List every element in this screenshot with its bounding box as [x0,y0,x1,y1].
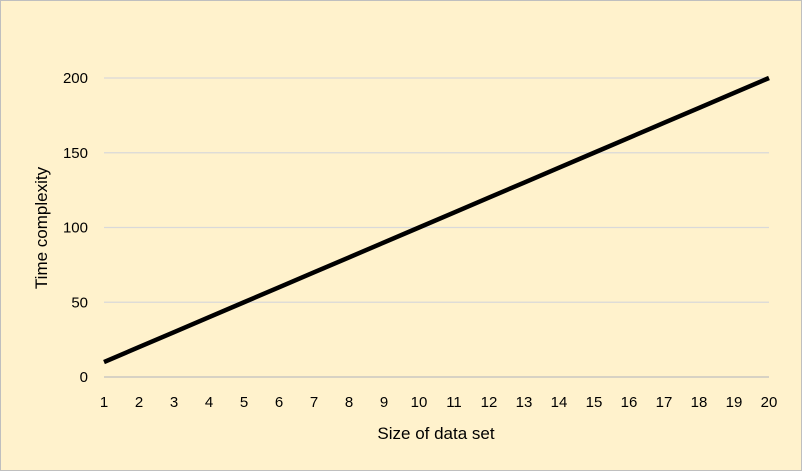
x-tick-label: 7 [310,394,318,411]
x-tick-label: 13 [516,394,533,411]
x-tick-label: 18 [691,394,708,411]
x-tick-label: 4 [205,394,213,411]
y-axis-title: Time complexity [32,166,51,289]
x-tick-label: 2 [135,394,143,411]
x-tick-label: 5 [240,394,248,411]
x-tick-label: 20 [761,394,778,411]
x-tick-labels: 1 2 3 4 5 6 7 8 9 10 11 12 13 14 15 16 17 18 19 20 [100,394,778,411]
x-tick-label: 17 [656,394,673,411]
y-tick-labels: 0 50 100 150 200 [63,70,88,386]
y-tick-label: 200 [63,70,88,87]
y-tick-label: 0 [80,369,88,386]
y-tick-label: 100 [63,220,88,237]
x-tick-label: 6 [275,394,283,411]
y-tick-label: 50 [71,294,88,311]
x-tick-label: 9 [380,394,388,411]
series [103,75,770,365]
x-tick-label: 19 [726,394,743,411]
gridlines [104,77,769,303]
x-tick-label: 14 [551,394,568,411]
x-tick-label: 1 [100,394,108,411]
x-tick-label: 8 [345,394,353,411]
series-line [103,75,770,365]
x-axis-title: Size of data set [377,424,494,443]
x-tick-label: 16 [621,394,638,411]
x-tick-label: 3 [170,394,178,411]
x-tick-label: 11 [446,394,462,411]
x-tick-label: 12 [481,394,498,411]
x-tick-label: 15 [586,394,603,411]
x-tick-label: 10 [411,394,428,411]
y-tick-label: 150 [63,145,88,162]
